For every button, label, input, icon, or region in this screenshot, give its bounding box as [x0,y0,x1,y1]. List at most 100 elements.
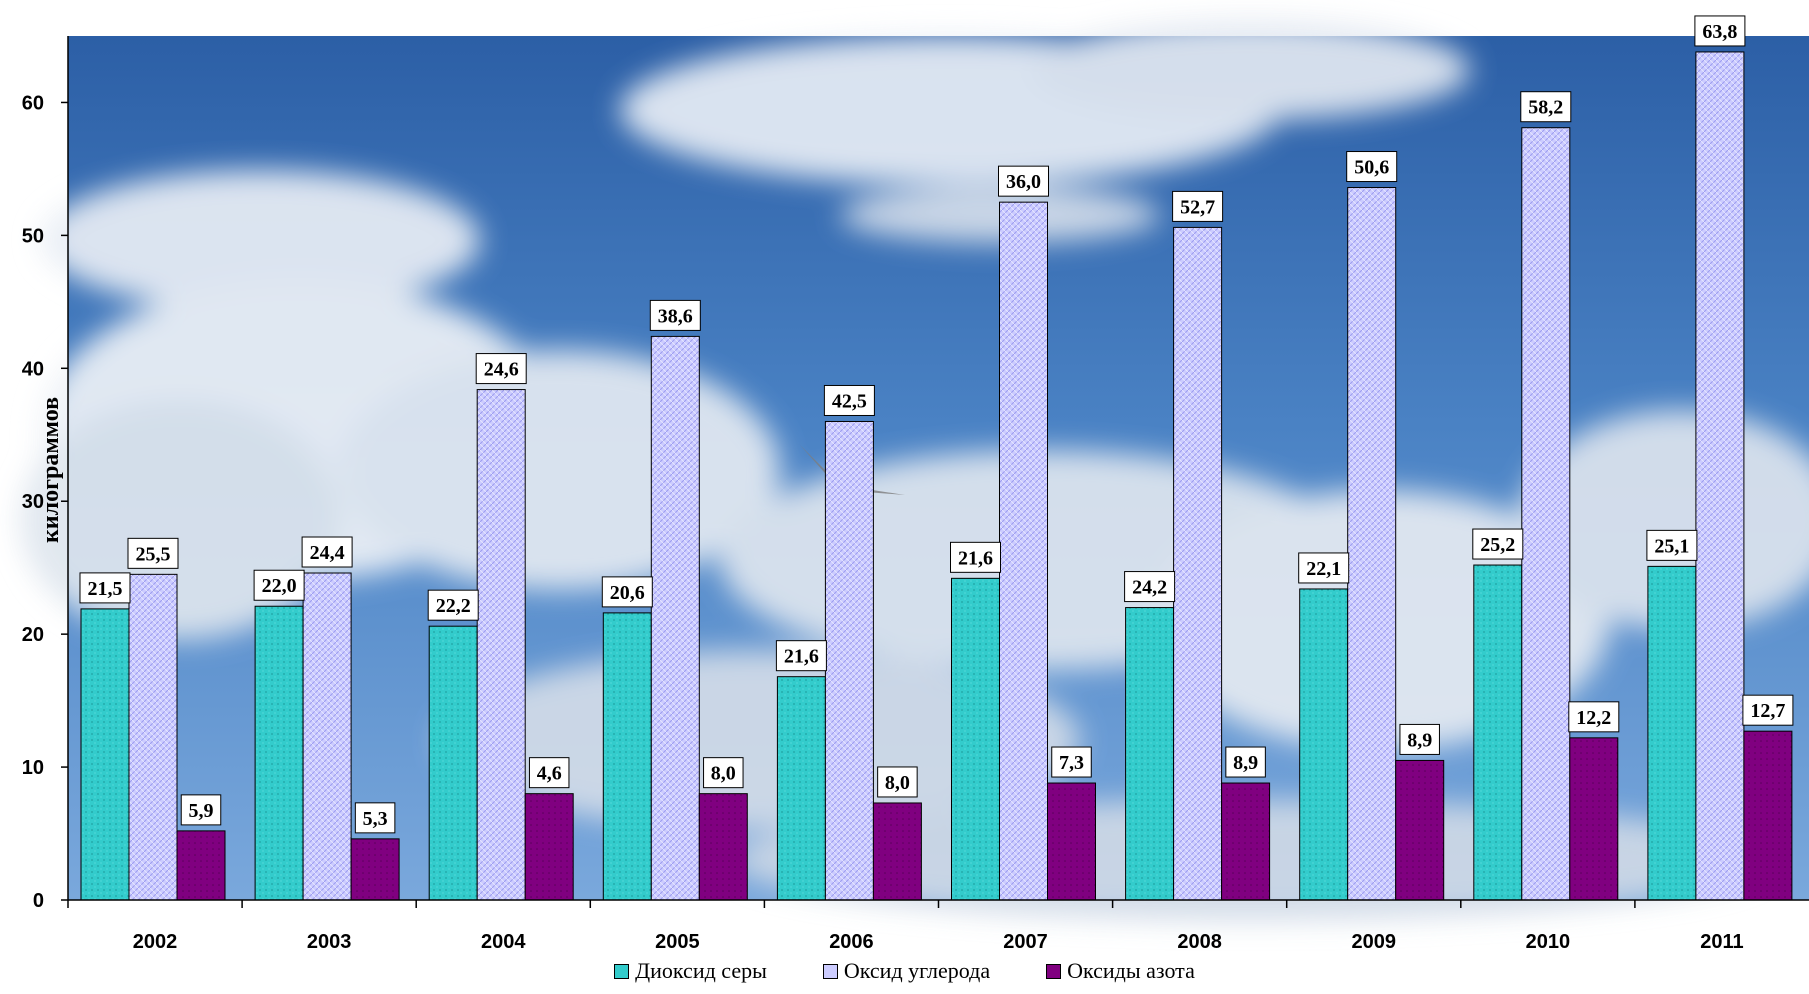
x-tick-label: 2009 [1352,931,1397,953]
data-label-sulfur-dioxide-2006: 21,6 [775,640,827,672]
bar-sulfur-dioxide-2002 [80,608,130,901]
svg-text:7,3: 7,3 [1059,752,1084,774]
bar-sulfur-dioxide-2008 [1125,607,1175,901]
data-label-sulfur-dioxide-2002: 21,5 [79,572,131,604]
svg-text:38,6: 38,6 [658,305,693,327]
bar-carbon-monoxide-2004 [476,389,526,901]
data-label-nitrogen-oxides-2005: 8,0 [703,757,744,789]
svg-text:21,5: 21,5 [88,578,123,600]
data-label-sulfur-dioxide-2011: 25,1 [1646,529,1698,561]
data-label-carbon-monoxide-2006: 42,5 [823,384,875,416]
data-label-sulfur-dioxide-2007: 21,6 [950,541,1001,573]
bar-sulfur-dioxide-2011 [1647,565,1697,901]
data-label-nitrogen-oxides-2010: 12,2 [1568,701,1620,733]
bar-nitrogen-oxides-2011 [1743,730,1793,901]
svg-text:22,1: 22,1 [1306,558,1341,580]
bar-carbon-monoxide-2008 [1173,226,1223,901]
bar-sulfur-dioxide-2003 [254,605,304,901]
data-label-sulfur-dioxide-2008: 24,2 [1124,571,1176,603]
bar-sulfur-dioxide-2004 [428,625,478,901]
bar-carbon-monoxide-2011 [1695,51,1745,901]
svg-text:5,9: 5,9 [189,800,214,822]
bar-carbon-monoxide-2007 [999,201,1048,901]
data-label-sulfur-dioxide-2010: 25,2 [1472,528,1524,560]
legend-label-sulfur-dioxide: Диоксид серы [635,958,767,983]
data-label-carbon-monoxide-2002: 25,5 [127,537,179,569]
data-label-carbon-monoxide-2003: 24,4 [301,536,353,568]
legend-item-carbon-monoxide: Оксид углерода [822,958,990,984]
data-label-sulfur-dioxide-2009: 22,1 [1298,552,1350,584]
bar-sulfur-dioxide-2010 [1473,564,1523,901]
data-label-carbon-monoxide-2011: 63,8 [1694,15,1746,47]
y-tick-label: 60 [22,92,44,114]
svg-text:24,4: 24,4 [310,542,345,564]
data-label-nitrogen-oxides-2008: 8,9 [1225,746,1266,778]
bar-carbon-monoxide-2006 [824,420,874,901]
x-tick-label: 2005 [655,931,700,953]
svg-text:50,6: 50,6 [1354,157,1389,179]
bar-sulfur-dioxide-2005 [602,612,652,901]
bars-layer [80,51,1793,901]
legend-label-nitrogen-oxides: Оксиды азота [1067,958,1195,983]
data-label-nitrogen-oxides-2011: 12,7 [1742,694,1794,726]
y-tick-label: 30 [22,491,44,513]
data-label-nitrogen-oxides-2003: 5,3 [354,802,396,834]
data-label-sulfur-dioxide-2003: 22,0 [253,569,305,601]
svg-text:52,7: 52,7 [1180,196,1215,218]
y-axis-title: килограммов [38,397,64,543]
data-label-nitrogen-oxides-2009: 8,9 [1399,723,1440,755]
y-tick-label: 20 [22,624,44,646]
x-tick-label: 2011 [1700,931,1743,953]
x-tick-label: 2004 [481,931,526,953]
svg-text:25,2: 25,2 [1480,534,1515,556]
svg-text:63,8: 63,8 [1702,21,1737,43]
y-tick-label: 0 [33,890,44,912]
data-label-nitrogen-oxides-2004: 4,6 [528,757,570,789]
bar-nitrogen-oxides-2004 [524,793,574,901]
x-tick-label: 2003 [307,931,352,953]
svg-text:24,2: 24,2 [1132,577,1167,599]
legend-item-nitrogen-oxides: Оксиды азота [1046,958,1195,984]
bar-nitrogen-oxides-2006 [872,802,922,901]
bar-nitrogen-oxides-2005 [698,793,748,901]
legend-swatch-sulfur-dioxide [614,963,630,979]
data-label-nitrogen-oxides-2007: 7,3 [1051,746,1092,778]
data-label-carbon-monoxide-2008: 52,7 [1172,190,1224,222]
bar-nitrogen-oxides-2007 [1047,782,1096,901]
y-tick-label: 10 [22,757,44,779]
x-tick-label: 2006 [829,931,874,953]
x-tick-label: 2008 [1177,931,1222,953]
bar-carbon-monoxide-2010 [1521,127,1571,901]
axes: 0 10 20 30 40 50 60 2002 2003 2004 2005 2006 2007 20… [22,36,1809,953]
bar-nitrogen-oxides-2008 [1221,782,1271,901]
bar-nitrogen-oxides-2002 [176,830,226,901]
x-tick-label: 2002 [133,931,178,953]
svg-text:24,6: 24,6 [484,359,519,381]
bar-nitrogen-oxides-2003 [350,838,400,901]
data-label-carbon-monoxide-2004: 24,6 [475,353,527,385]
legend-swatch-nitrogen-oxides [1046,963,1062,979]
data-label-nitrogen-oxides-2006: 8,0 [877,766,918,798]
legend-swatch-carbon-monoxide [822,963,838,979]
legend: Диоксид серы Оксид углерода Оксиды азота [0,958,1809,984]
bar-sulfur-dioxide-2006 [776,676,826,901]
data-label-nitrogen-oxides-2002: 5,9 [180,794,222,826]
data-label-carbon-monoxide-2007: 36,0 [998,165,1049,197]
svg-text:8,0: 8,0 [885,772,910,794]
svg-text:8,0: 8,0 [711,763,736,785]
data-label-carbon-monoxide-2005: 38,6 [649,299,701,331]
svg-text:21,6: 21,6 [958,547,993,569]
bar-carbon-monoxide-2003 [302,572,352,901]
bar-sulfur-dioxide-2009 [1299,588,1349,901]
svg-text:12,2: 12,2 [1576,707,1611,729]
svg-text:20,6: 20,6 [610,582,645,604]
data-label-sulfur-dioxide-2005: 20,6 [601,576,653,608]
bar-nitrogen-oxides-2009 [1395,759,1445,901]
svg-text:5,3: 5,3 [363,808,388,830]
svg-text:58,2: 58,2 [1528,97,1563,119]
data-label-carbon-monoxide-2009: 50,6 [1346,151,1398,183]
bar-carbon-monoxide-2009 [1347,187,1397,901]
svg-text:36,0: 36,0 [1006,171,1041,193]
svg-text:12,7: 12,7 [1750,700,1785,722]
